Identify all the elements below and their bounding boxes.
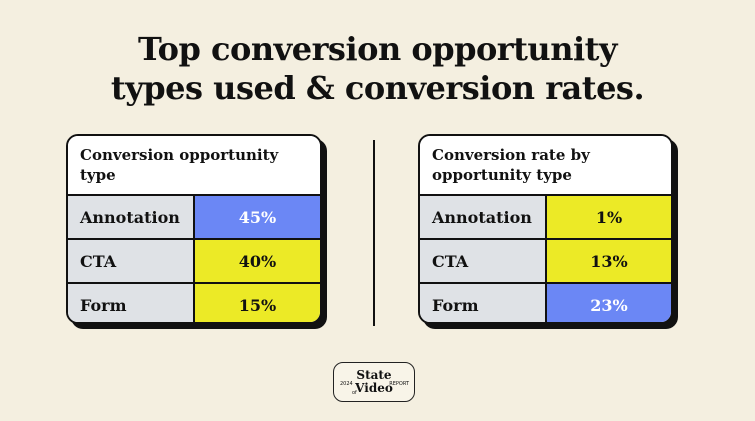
table-row: Annotation 1% xyxy=(420,196,671,238)
usage-table-header: Conversion opportunity type xyxy=(68,136,320,196)
vertical-divider xyxy=(373,140,375,326)
table-row: Annotation 45% xyxy=(68,196,320,238)
logo-of: of xyxy=(352,390,357,396)
row-label-cta: CTA xyxy=(420,240,547,282)
row-value-cta: 13% xyxy=(547,240,671,282)
usage-table: Conversion opportunity type Annotation 4… xyxy=(66,134,322,324)
row-label-annotation: Annotation xyxy=(420,196,547,238)
row-value-form: 15% xyxy=(195,284,320,322)
title-line-1: Top conversion opportunity xyxy=(138,30,617,68)
state-of-video-logo: 2024 REPORT of State Video xyxy=(333,362,415,402)
logo-line-1: State xyxy=(356,368,392,382)
page-title: Top conversion opportunity types used & … xyxy=(0,30,755,108)
table-row: CTA 13% xyxy=(420,238,671,282)
row-label-annotation: Annotation xyxy=(68,196,195,238)
table-row: Form 23% xyxy=(420,282,671,322)
table-row: Form 15% xyxy=(68,282,320,322)
row-value-annotation: 1% xyxy=(547,196,671,238)
rate-table-header: Conversion rate by opportunity type xyxy=(420,136,671,196)
title-line-2: types used & conversion rates. xyxy=(110,69,645,107)
logo-line-2: Video xyxy=(355,381,393,395)
logo-report: REPORT xyxy=(389,381,409,387)
row-value-annotation: 45% xyxy=(195,196,320,238)
rate-table: Conversion rate by opportunity type Anno… xyxy=(418,134,673,324)
row-label-form: Form xyxy=(420,284,547,322)
row-label-cta: CTA xyxy=(68,240,195,282)
row-label-form: Form xyxy=(68,284,195,322)
row-value-form: 23% xyxy=(547,284,671,322)
table-row: CTA 40% xyxy=(68,238,320,282)
logo-year: 2024 xyxy=(340,381,353,387)
row-value-cta: 40% xyxy=(195,240,320,282)
